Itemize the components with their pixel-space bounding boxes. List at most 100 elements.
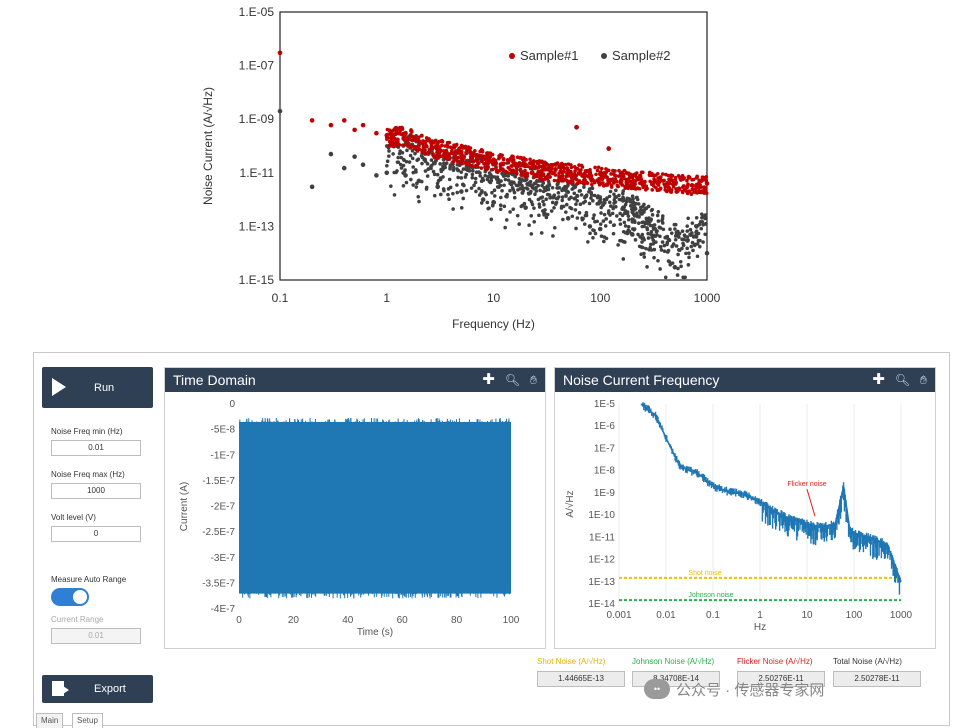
scatter-point-noise bbox=[527, 223, 531, 228]
scatter-point-noise bbox=[569, 163, 573, 167]
scatter-point-noise bbox=[573, 169, 577, 173]
scatter-point bbox=[523, 205, 528, 210]
scatter-point-noise bbox=[696, 181, 701, 186]
scatter-point-noise bbox=[485, 167, 489, 172]
x-axis-label: Hz bbox=[754, 622, 766, 633]
scatter-point-noise bbox=[650, 207, 655, 212]
scatter-point-noise bbox=[606, 211, 611, 215]
scatter-point-noise bbox=[645, 227, 650, 232]
signal-band bbox=[239, 421, 511, 594]
y-tick-label: 1.E-07 bbox=[239, 59, 275, 73]
scatter-point-noise bbox=[704, 177, 709, 182]
scatter-point-noise bbox=[564, 185, 569, 190]
scatter-point-noise bbox=[462, 155, 467, 159]
freq-max-label: Noise Freq max (Hz) bbox=[51, 470, 125, 479]
volt-level-input[interactable]: 0 bbox=[51, 526, 141, 542]
scatter-point-noise bbox=[612, 223, 617, 227]
scatter-point-noise bbox=[400, 143, 405, 147]
scatter-point-noise bbox=[662, 243, 667, 248]
scatter-point-noise bbox=[651, 233, 656, 238]
noise-frequency-chart: 0.001 0.01 0.1 1 10 100 1000 1E-5 1E-6 1E-7 1E-8 1E… bbox=[564, 399, 913, 633]
scatter-point-noise bbox=[454, 142, 459, 147]
scatter-point-noise bbox=[489, 173, 493, 177]
scatter-point-noise bbox=[391, 136, 396, 140]
scatter-point-noise bbox=[459, 156, 464, 161]
scatter-point-noise bbox=[474, 170, 479, 175]
scatter-point-noise bbox=[686, 238, 690, 243]
scatter-point-noise bbox=[636, 221, 641, 225]
scatter-point-noise bbox=[694, 190, 698, 195]
scatter-point-noise bbox=[593, 231, 598, 236]
scatter-point-noise bbox=[613, 169, 617, 173]
scatter-point-noise bbox=[604, 182, 609, 187]
scatter-point-noise bbox=[401, 184, 406, 188]
scatter-point-noise bbox=[596, 194, 601, 198]
scatter-point-noise bbox=[413, 168, 418, 172]
scatter-point-noise bbox=[703, 222, 708, 226]
scatter-point-noise bbox=[534, 174, 539, 179]
scatter-point-noise bbox=[515, 164, 520, 169]
scatter-point-noise bbox=[598, 222, 603, 226]
scatter-point-noise bbox=[690, 231, 694, 235]
freq-min-input[interactable]: 0.01 bbox=[51, 440, 141, 456]
scatter-point-noise bbox=[552, 178, 557, 183]
scatter-point-noise bbox=[648, 218, 652, 223]
scatter-point-noise bbox=[673, 234, 678, 238]
tab-setup[interactable]: Setup bbox=[72, 713, 103, 728]
crosshair-icon[interactable]: ✚ bbox=[482, 371, 495, 388]
tab-main[interactable]: Main bbox=[36, 713, 64, 728]
scatter-point-noise bbox=[420, 161, 424, 166]
scatter-point-noise bbox=[618, 211, 622, 216]
freq-max-input[interactable]: 1000 bbox=[51, 483, 141, 499]
scatter-point-noise bbox=[617, 168, 621, 173]
scatter-point-noise bbox=[591, 199, 595, 203]
scatter-point-noise bbox=[491, 167, 495, 172]
scatter-point-noise bbox=[607, 194, 612, 199]
run-button[interactable]: Run bbox=[42, 367, 153, 408]
freq-min-label: Noise Freq min (Hz) bbox=[51, 427, 123, 436]
scatter-point-noise bbox=[669, 231, 674, 235]
scatter-point-noise bbox=[387, 154, 391, 158]
scatter-point-noise bbox=[392, 127, 397, 131]
scatter-point bbox=[459, 149, 464, 155]
scatter-point-noise bbox=[695, 175, 699, 180]
scatter-point bbox=[309, 184, 315, 190]
scatter-point-noise bbox=[574, 173, 579, 178]
scatter-point-noise bbox=[611, 205, 616, 209]
stat-label: Shot Noise (A/√Hz) bbox=[537, 657, 606, 666]
scatter-point-noise bbox=[548, 196, 552, 200]
x-tick-label: 1000 bbox=[694, 291, 721, 305]
scatter-point-noise bbox=[488, 151, 493, 155]
scatter-point-noise bbox=[479, 179, 484, 184]
scatter-point-noise bbox=[532, 219, 537, 224]
scatter-point-noise bbox=[459, 206, 464, 210]
scatter-point-noise bbox=[660, 179, 665, 183]
pan-hand-icon[interactable]: ✋︎ bbox=[530, 373, 537, 387]
zoom-icon[interactable]: 🔍︎ bbox=[894, 373, 911, 387]
scatter-point-noise bbox=[697, 222, 702, 227]
scatter-point-noise bbox=[697, 179, 701, 183]
scatter-point-noise bbox=[671, 184, 676, 189]
scatter-point-noise bbox=[467, 167, 471, 171]
scatter-point-noise bbox=[651, 227, 656, 231]
pan-hand-icon[interactable]: ✋︎ bbox=[920, 373, 927, 387]
scatter-point-noise bbox=[395, 126, 399, 131]
scatter-point-noise bbox=[564, 210, 568, 214]
scatter-point-noise bbox=[684, 251, 688, 256]
export-button[interactable]: Export bbox=[42, 675, 153, 703]
scatter-point-noise bbox=[604, 167, 608, 171]
zoom-icon[interactable]: 🔍︎ bbox=[504, 373, 521, 387]
scatter-point-noise bbox=[532, 206, 536, 210]
scatter-point-noise bbox=[643, 187, 648, 192]
scatter-point-noise bbox=[520, 191, 525, 195]
scatter-point-noise bbox=[676, 252, 680, 257]
y-tick-label: 1E-12 bbox=[588, 555, 615, 566]
scatter-point-noise bbox=[650, 180, 655, 185]
scatter-point-noise bbox=[498, 162, 503, 167]
crosshair-icon[interactable]: ✚ bbox=[872, 371, 885, 388]
scatter-point-noise bbox=[421, 139, 425, 143]
scatter-point-noise bbox=[479, 201, 484, 205]
auto-range-toggle[interactable] bbox=[51, 588, 89, 606]
scatter-point bbox=[672, 178, 678, 184]
scatter-point-noise bbox=[685, 229, 690, 233]
